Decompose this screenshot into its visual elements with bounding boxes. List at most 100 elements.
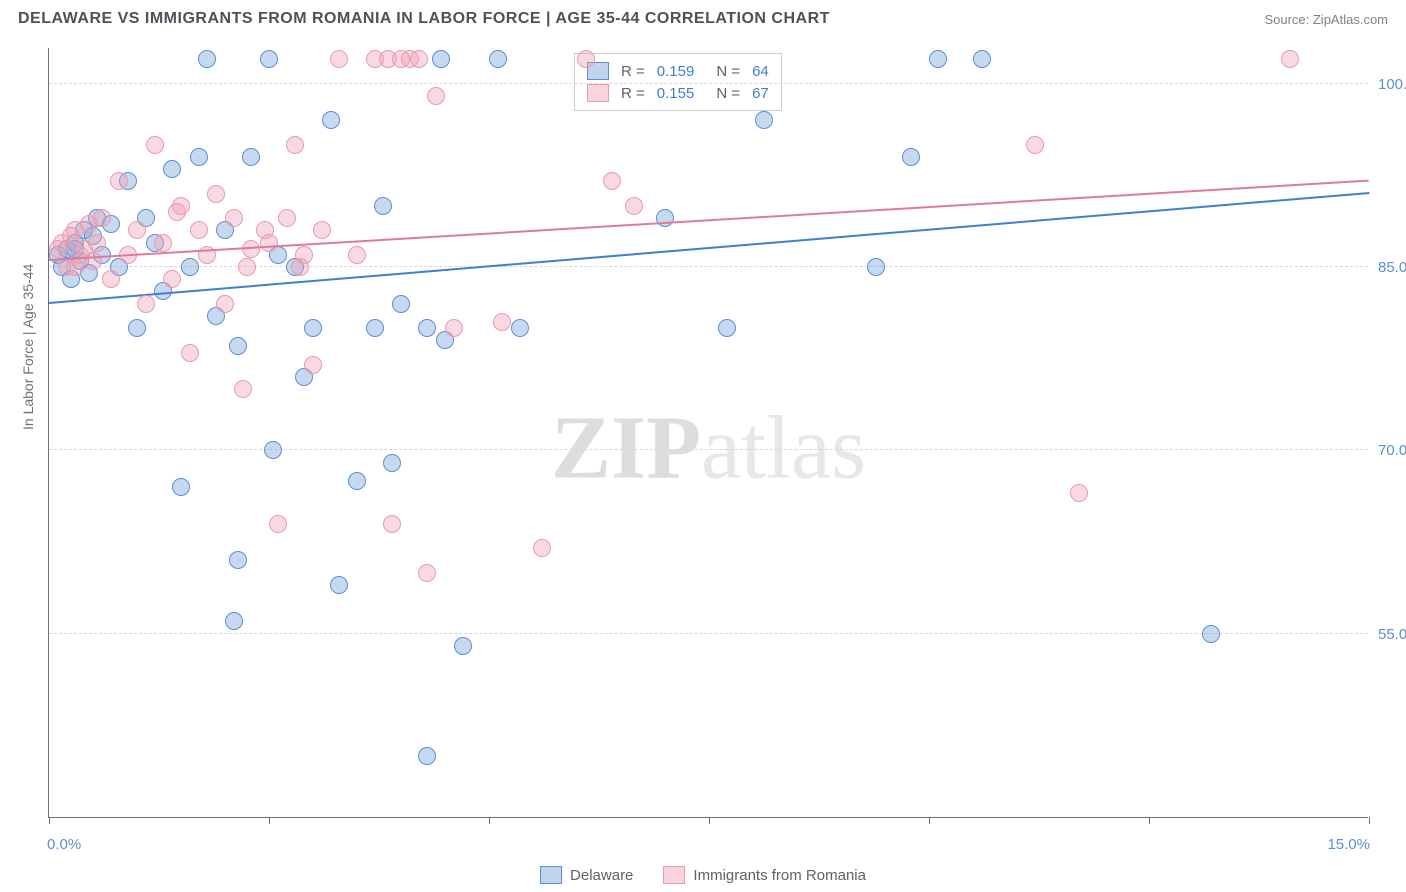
scatter-point	[348, 472, 366, 490]
scatter-point	[172, 197, 190, 215]
chart-source: Source: ZipAtlas.com	[1264, 12, 1388, 27]
scatter-point	[718, 319, 736, 337]
watermark-bold: ZIP	[551, 398, 701, 497]
legend-swatch	[540, 866, 562, 884]
scatter-point	[163, 160, 181, 178]
chart-title: DELAWARE VS IMMIGRANTS FROM ROMANIA IN L…	[18, 10, 830, 28]
legend-item: Immigrants from Romania	[663, 866, 866, 884]
x-tick-label: 0.0%	[47, 836, 81, 853]
chart-header: DELAWARE VS IMMIGRANTS FROM ROMANIA IN L…	[0, 0, 1406, 36]
x-tick-label: 15.0%	[1327, 836, 1370, 853]
scatter-point	[603, 172, 621, 190]
stat-r-label: R =	[621, 63, 645, 80]
scatter-point	[304, 356, 322, 374]
x-tick	[269, 817, 270, 824]
scatter-point	[322, 111, 340, 129]
gridline	[49, 449, 1368, 450]
scatter-point	[418, 319, 436, 337]
scatter-point	[383, 454, 401, 472]
scatter-point	[190, 148, 208, 166]
scatter-point	[432, 50, 450, 68]
x-tick	[929, 817, 930, 824]
scatter-point	[418, 747, 436, 765]
scatter-point	[533, 539, 551, 557]
y-tick-label: 100.0%	[1378, 76, 1406, 93]
gridline	[49, 633, 1368, 634]
legend-swatch	[663, 866, 685, 884]
x-tick	[709, 817, 710, 824]
scatter-point	[260, 50, 278, 68]
scatter-point	[489, 50, 507, 68]
stat-n-value: 64	[752, 63, 769, 80]
scatter-point	[366, 319, 384, 337]
scatter-point	[93, 209, 111, 227]
scatter-point	[427, 87, 445, 105]
scatter-point	[181, 258, 199, 276]
scatter-point	[392, 295, 410, 313]
scatter-point	[656, 209, 674, 227]
scatter-point	[84, 252, 102, 270]
stat-r-value: 0.155	[657, 85, 695, 102]
scatter-point	[577, 50, 595, 68]
scatter-point	[348, 246, 366, 264]
scatter-point	[264, 441, 282, 459]
stat-n-label: N =	[716, 63, 740, 80]
scatter-point	[374, 197, 392, 215]
scatter-point	[238, 258, 256, 276]
scatter-point	[137, 295, 155, 313]
scatter-point	[929, 50, 947, 68]
legend-swatch	[587, 84, 609, 102]
scatter-point	[225, 209, 243, 227]
scatter-point	[625, 197, 643, 215]
scatter-point	[286, 136, 304, 154]
scatter-point	[102, 270, 120, 288]
stats-row: R = 0.159 N = 64	[587, 60, 769, 82]
scatter-point	[66, 258, 84, 276]
scatter-point	[493, 313, 511, 331]
scatter-point	[383, 515, 401, 533]
scatter-point	[260, 234, 278, 252]
scatter-point	[454, 637, 472, 655]
scatter-point	[229, 337, 247, 355]
scatter-point	[418, 564, 436, 582]
scatter-point	[511, 319, 529, 337]
scatter-point	[313, 221, 331, 239]
scatter-point	[410, 50, 428, 68]
scatter-point	[216, 295, 234, 313]
stat-r-label: R =	[621, 85, 645, 102]
scatter-point	[304, 319, 322, 337]
scatter-point	[1026, 136, 1044, 154]
scatter-point	[190, 221, 208, 239]
scatter-point	[88, 234, 106, 252]
scatter-point	[146, 136, 164, 154]
stat-r-value: 0.159	[657, 63, 695, 80]
scatter-point	[1202, 625, 1220, 643]
stat-n-label: N =	[716, 85, 740, 102]
scatter-point	[330, 576, 348, 594]
x-tick	[1369, 817, 1370, 824]
scatter-point	[330, 50, 348, 68]
scatter-point	[242, 148, 260, 166]
scatter-point	[234, 380, 252, 398]
scatter-point	[198, 50, 216, 68]
scatter-point	[172, 478, 190, 496]
watermark-light: atlas	[701, 398, 866, 497]
x-tick	[489, 817, 490, 824]
y-tick-label: 85.0%	[1378, 259, 1406, 276]
legend: Delaware Immigrants from Romania	[540, 866, 866, 884]
stat-n-value: 67	[752, 85, 769, 102]
scatter-point	[163, 270, 181, 288]
watermark: ZIPatlas	[551, 396, 866, 499]
y-axis-label: In Labor Force | Age 35-44	[20, 264, 36, 430]
x-tick	[49, 817, 50, 824]
scatter-point	[229, 551, 247, 569]
scatter-point	[295, 246, 313, 264]
scatter-point	[181, 344, 199, 362]
y-tick-label: 55.0%	[1378, 626, 1406, 643]
scatter-point	[278, 209, 296, 227]
stats-row: R = 0.155 N = 67	[587, 82, 769, 104]
scatter-point	[269, 515, 287, 533]
scatter-point	[225, 612, 243, 630]
legend-label: Delaware	[570, 867, 633, 884]
scatter-point	[128, 221, 146, 239]
